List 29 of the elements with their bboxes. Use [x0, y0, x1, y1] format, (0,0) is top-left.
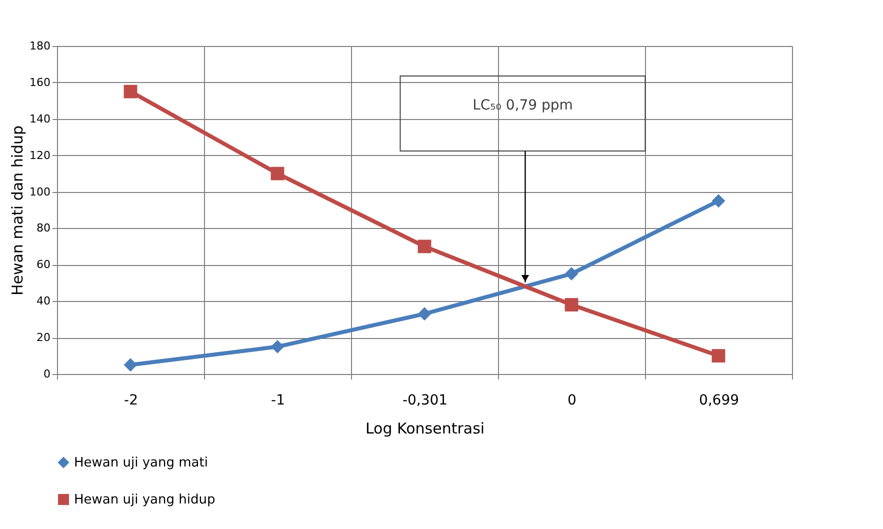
point	[270, 166, 284, 180]
y-tick-label: 80	[36, 222, 50, 235]
y-tick-label: 60	[36, 258, 50, 272]
point	[564, 267, 578, 280]
legend-label: Hewan uji yang mati	[74, 456, 208, 470]
y-tick-label: 180	[30, 40, 50, 52]
y-tick-label: 0	[44, 368, 50, 380]
legend-label: Hewan uji yang hidup	[74, 492, 216, 508]
x-tick-label: -2	[124, 392, 138, 408]
x-tick-label: -1	[271, 392, 285, 408]
y-axis-title: Hewan mati dan hidup	[8, 125, 27, 296]
x-axis-title: Log Konsentrasi	[365, 420, 485, 438]
x-tick-label: 0	[568, 392, 576, 408]
y-tick-label: 140	[30, 112, 50, 126]
x-tick-label: -0,301	[402, 392, 448, 408]
point	[418, 240, 432, 254]
point	[712, 349, 726, 362]
x-tick-label: 0,699	[698, 392, 740, 408]
point	[712, 194, 726, 208]
point	[564, 298, 578, 312]
y-tick-label: 100	[30, 185, 50, 198]
point	[418, 307, 432, 321]
y-tick-label: 20	[36, 331, 50, 344]
point	[124, 358, 138, 372]
y-tick-label: 40	[36, 294, 50, 308]
point	[270, 340, 284, 354]
y-tick-label: 160	[30, 76, 50, 89]
point	[124, 84, 138, 98]
y-tick-label: 120	[30, 148, 50, 162]
